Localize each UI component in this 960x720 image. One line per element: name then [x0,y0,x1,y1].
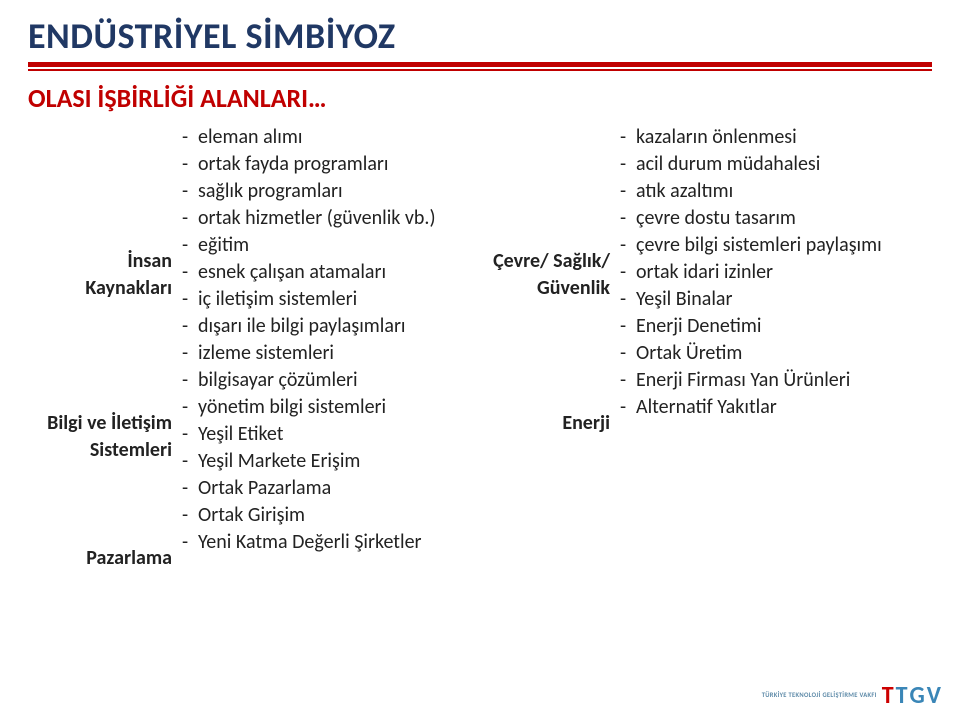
list-item: izleme sistemleri [178,340,474,367]
group-label: İnsanKaynakları [28,248,172,302]
group-label: Bilgi ve İletişimSistemleri [28,410,172,464]
right-column: Çevre/ Sağlık/Güvenlik Enerji kazaların ö… [486,124,932,572]
list-item: bilgisayar çözümleri [178,367,474,394]
list-item: Enerji Denetimi [616,313,932,340]
list-item: kazaların önlenmesi [616,124,932,151]
list-item: ortak idari izinler [616,259,932,286]
title-rule [28,62,932,68]
list-item: Yeşil Markete Erişim [178,448,474,475]
list-item: çevre dostu tasarım [616,205,932,232]
item-list: iç iletişim sistemleridışarı ile bilgi p… [178,286,474,421]
logo-letter: T [895,681,909,710]
list-item: Ortak Girişim [178,502,474,529]
list-item: dışarı ile bilgi paylaşımları [178,313,474,340]
list-item: Yeşil Etiket [178,421,474,448]
group-label: Enerji [486,410,610,437]
content-columns: İnsanKaynakları Bilgi ve İletişimSistemle… [0,124,960,572]
list-item: Yeşil Binalar [616,286,932,313]
logo-text: TÜRKİYE TEKNOLOJİ GELİŞTİRME VAKFI [762,692,877,699]
right-lists: kazaların önlenmesiacil durum müdahalesi… [616,124,932,572]
rule-top [28,62,932,67]
left-column: İnsanKaynakları Bilgi ve İletişimSistemle… [28,124,474,572]
list-item: eleman alımı [178,124,474,151]
list-item: atık azaltımı [616,178,932,205]
logo-letter: G [909,681,926,710]
list-item: Enerji Firması Yan Ürünleri [616,367,932,394]
list-item: eğitim [178,232,474,259]
list-item: iç iletişim sistemleri [178,286,474,313]
item-list: kazaların önlenmesiacil durum müdahalesi… [616,124,932,286]
list-item: esnek çalışan atamaları [178,259,474,286]
list-item: acil durum müdahalesi [616,151,932,178]
group-label: Çevre/ Sağlık/Güvenlik [486,248,610,302]
logo-mark: TTGV [881,681,942,710]
item-list: eleman alımıortak fayda programlarısağlı… [178,124,474,286]
list-item: çevre bilgi sistemleri paylaşımı [616,232,932,259]
left-labels: İnsanKaynakları Bilgi ve İletişimSistemle… [28,124,178,572]
list-item: yönetim bilgi sistemleri [178,394,474,421]
list-item: Alternatif Yakıtlar [616,394,932,421]
right-labels: Çevre/ Sağlık/Güvenlik Enerji [486,124,616,572]
list-item: Ortak Pazarlama [178,475,474,502]
group-label: Pazarlama [28,545,172,572]
list-item: ortak hizmetler (güvenlik vb.) [178,205,474,232]
left-lists: eleman alımıortak fayda programlarısağlı… [178,124,474,572]
item-list: Yeşil EtiketYeşil Markete ErişimOrtak Pa… [178,421,474,556]
list-item: Yeni Katma Değerli Şirketler [178,529,474,556]
page-subtitle: OLASI İŞBİRLİĞİ ALANLARI… [0,78,960,124]
page-title: ENDÜSTRİYEL SİMBİYOZ [28,14,932,58]
list-item: ortak fayda programları [178,151,474,178]
footer-logo: TÜRKİYE TEKNOLOJİ GELİŞTİRME VAKFI TTGV [762,681,942,710]
logo-letter: T [881,681,895,710]
list-item: Ortak Üretim [616,340,932,367]
rule-bottom [28,69,932,71]
item-list: Yeşil BinalarEnerji DenetimiOrtak Üretim… [616,286,932,421]
logo-letter: V [926,681,942,710]
list-item: sağlık programları [178,178,474,205]
